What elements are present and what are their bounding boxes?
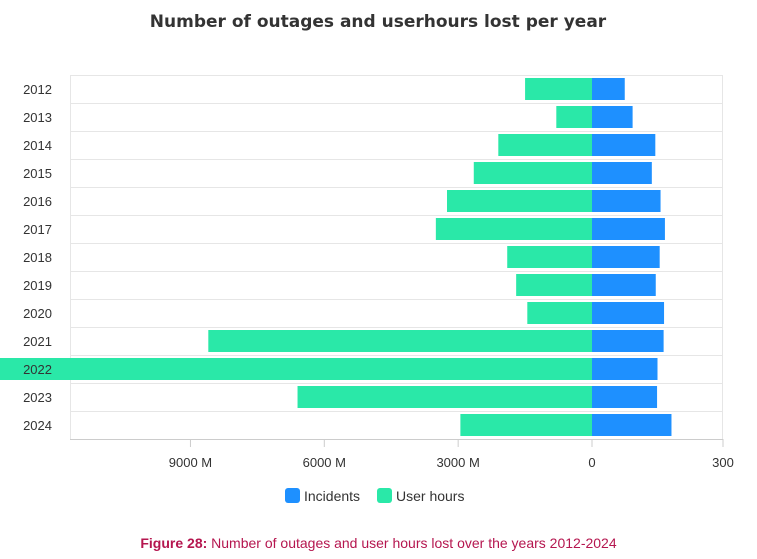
y-tick-label: 2013 bbox=[23, 110, 52, 125]
x-tick-label: 0 bbox=[588, 455, 595, 470]
bar-incidents[interactable] bbox=[592, 134, 656, 156]
bar-user-hours[interactable] bbox=[498, 134, 592, 156]
bar-incidents[interactable] bbox=[592, 358, 658, 380]
y-tick-label: 2020 bbox=[23, 306, 52, 321]
y-tick-label: 2019 bbox=[23, 278, 52, 293]
legend-swatch bbox=[285, 488, 300, 503]
y-tick-label: 2018 bbox=[23, 250, 52, 265]
y-tick-label: 2022 bbox=[23, 362, 52, 377]
bar-user-hours[interactable] bbox=[0, 358, 592, 380]
bar-incidents[interactable] bbox=[592, 330, 664, 352]
bar-incidents[interactable] bbox=[592, 190, 661, 212]
legend[interactable]: Incidents User hours bbox=[285, 488, 464, 504]
bar-incidents[interactable] bbox=[592, 162, 652, 184]
bar-incidents[interactable] bbox=[592, 274, 656, 296]
bar-user-hours[interactable] bbox=[527, 302, 592, 324]
bar-incidents[interactable] bbox=[592, 386, 658, 408]
x-tick-label: 6000 M bbox=[303, 455, 346, 470]
chart-title: Number of outages and userhours lost per… bbox=[150, 12, 607, 32]
y-tick-label: 2016 bbox=[23, 194, 52, 209]
bar-user-hours[interactable] bbox=[556, 106, 592, 128]
bar-user-hours[interactable] bbox=[447, 190, 592, 212]
bar-incidents[interactable] bbox=[592, 106, 633, 128]
bar-user-hours[interactable] bbox=[516, 274, 592, 296]
legend-item-incidents[interactable]: Incidents bbox=[285, 488, 360, 504]
legend-label: Incidents bbox=[304, 488, 360, 504]
bar-user-hours[interactable] bbox=[297, 386, 592, 408]
y-tick-label: 2024 bbox=[23, 418, 52, 433]
bar-incidents[interactable] bbox=[592, 302, 665, 324]
bar-user-hours[interactable] bbox=[473, 162, 592, 184]
x-tick-label: 300 bbox=[712, 455, 734, 470]
figure-caption-text: Number of outages and user hours lost ov… bbox=[207, 535, 617, 551]
figure-caption-label: Figure 28: bbox=[140, 535, 208, 551]
bars-layer bbox=[0, 78, 672, 436]
y-tick-label: 2021 bbox=[23, 334, 52, 349]
y-tick-label: 2015 bbox=[23, 166, 52, 181]
y-tick-label: 2023 bbox=[23, 390, 52, 405]
axis-layer: 2012 2013 2014 2015 2016 2017 2018 2019 2020 2021… bbox=[23, 82, 734, 470]
legend-label: User hours bbox=[396, 488, 464, 504]
x-tick-label: 3000 M bbox=[436, 455, 479, 470]
bar-user-hours[interactable] bbox=[525, 78, 592, 100]
bar-user-hours[interactable] bbox=[435, 218, 592, 240]
bar-user-hours[interactable] bbox=[460, 414, 592, 436]
bar-incidents[interactable] bbox=[592, 78, 625, 100]
legend-item-user-hours[interactable]: User hours bbox=[377, 488, 464, 504]
figure-caption: Figure 28: Number of outages and user ho… bbox=[0, 535, 757, 551]
bar-incidents[interactable] bbox=[592, 218, 665, 240]
bar-user-hours[interactable] bbox=[507, 246, 592, 268]
x-tick-label: 9000 M bbox=[169, 455, 212, 470]
y-tick-label: 2012 bbox=[23, 82, 52, 97]
y-tick-label: 2017 bbox=[23, 222, 52, 237]
y-tick-label: 2014 bbox=[23, 138, 52, 153]
bar-incidents[interactable] bbox=[592, 414, 672, 436]
bar-user-hours[interactable] bbox=[208, 330, 593, 352]
legend-swatch bbox=[377, 488, 392, 503]
bar-incidents[interactable] bbox=[592, 246, 660, 268]
